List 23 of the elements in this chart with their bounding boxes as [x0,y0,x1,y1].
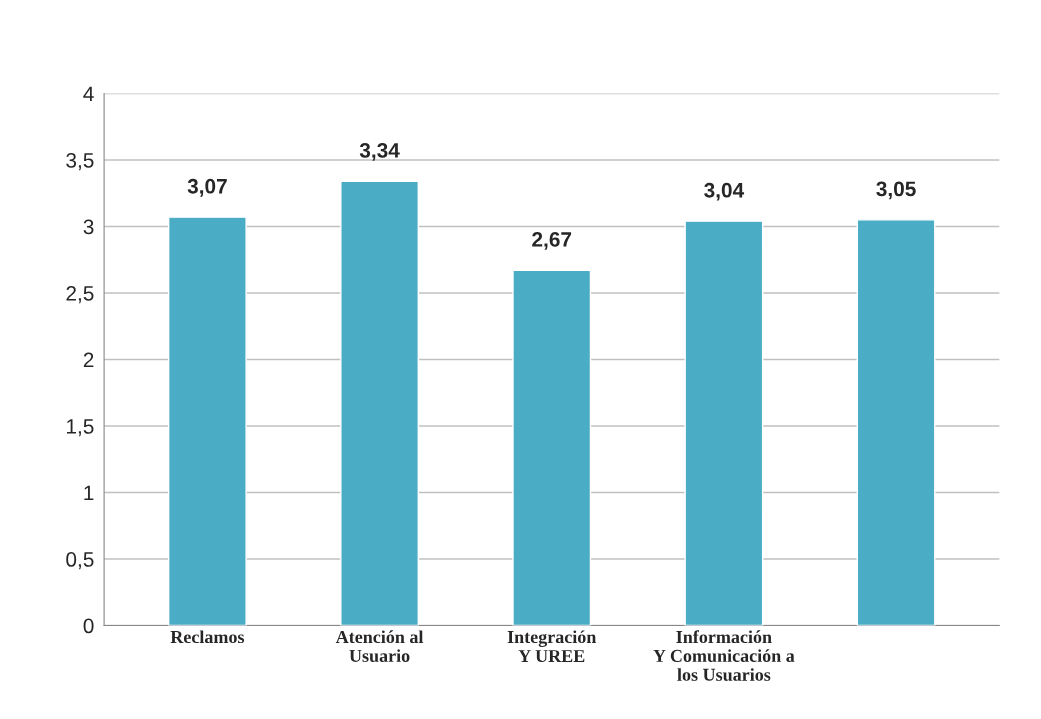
y-tick-label: 1,5 [67,419,94,437]
data-label: 3,05 [876,181,916,200]
y-tick-label: 1 [84,485,94,501]
bar [856,219,936,626]
y-tick-label: 2 [83,352,94,368]
y-tick-label: 2,5 [66,285,94,304]
y-tick-label: 0,5 [66,552,94,570]
data-label: 3,07 [187,178,227,197]
bar [340,180,419,626]
y-tick-label: 4 [83,86,94,102]
x-tick-label: Información Y Comunicación a los Usuarios [653,630,795,681]
y-tick-label: 0 [83,618,94,634]
data-label: 2,67 [532,232,572,250]
x-tick-label: Reclamos [170,630,245,644]
bar [512,269,592,626]
y-tick-label: 3,5 [66,152,94,171]
data-label: 3,34 [359,142,400,161]
data-label: 3,04 [704,182,745,201]
x-tick-label: Atención al Usuario [335,630,424,663]
x-tick-label: Integración Y UREE [507,630,597,663]
bar [167,216,247,626]
y-tick-label: 3 [83,219,94,235]
bar [684,220,764,626]
